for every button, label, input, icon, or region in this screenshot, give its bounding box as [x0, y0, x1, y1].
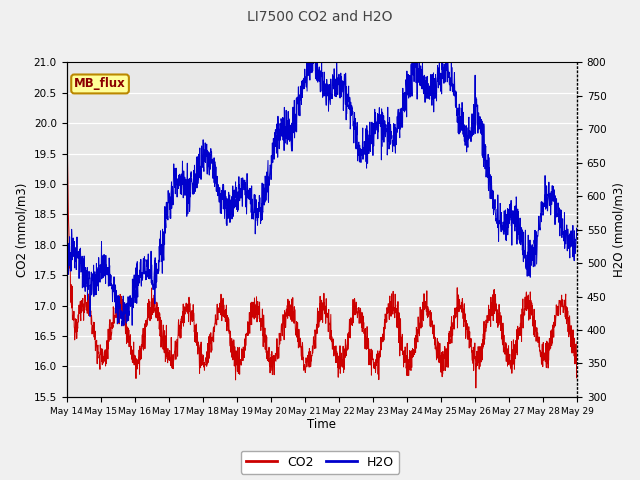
X-axis label: Time: Time	[307, 419, 336, 432]
Y-axis label: CO2 (mmol/m3): CO2 (mmol/m3)	[15, 182, 28, 277]
Legend: CO2, H2O: CO2, H2O	[241, 451, 399, 474]
Text: LI7500 CO2 and H2O: LI7500 CO2 and H2O	[247, 10, 393, 24]
Text: MB_flux: MB_flux	[74, 77, 126, 90]
Y-axis label: H2O (mmol/m3): H2O (mmol/m3)	[612, 182, 625, 277]
